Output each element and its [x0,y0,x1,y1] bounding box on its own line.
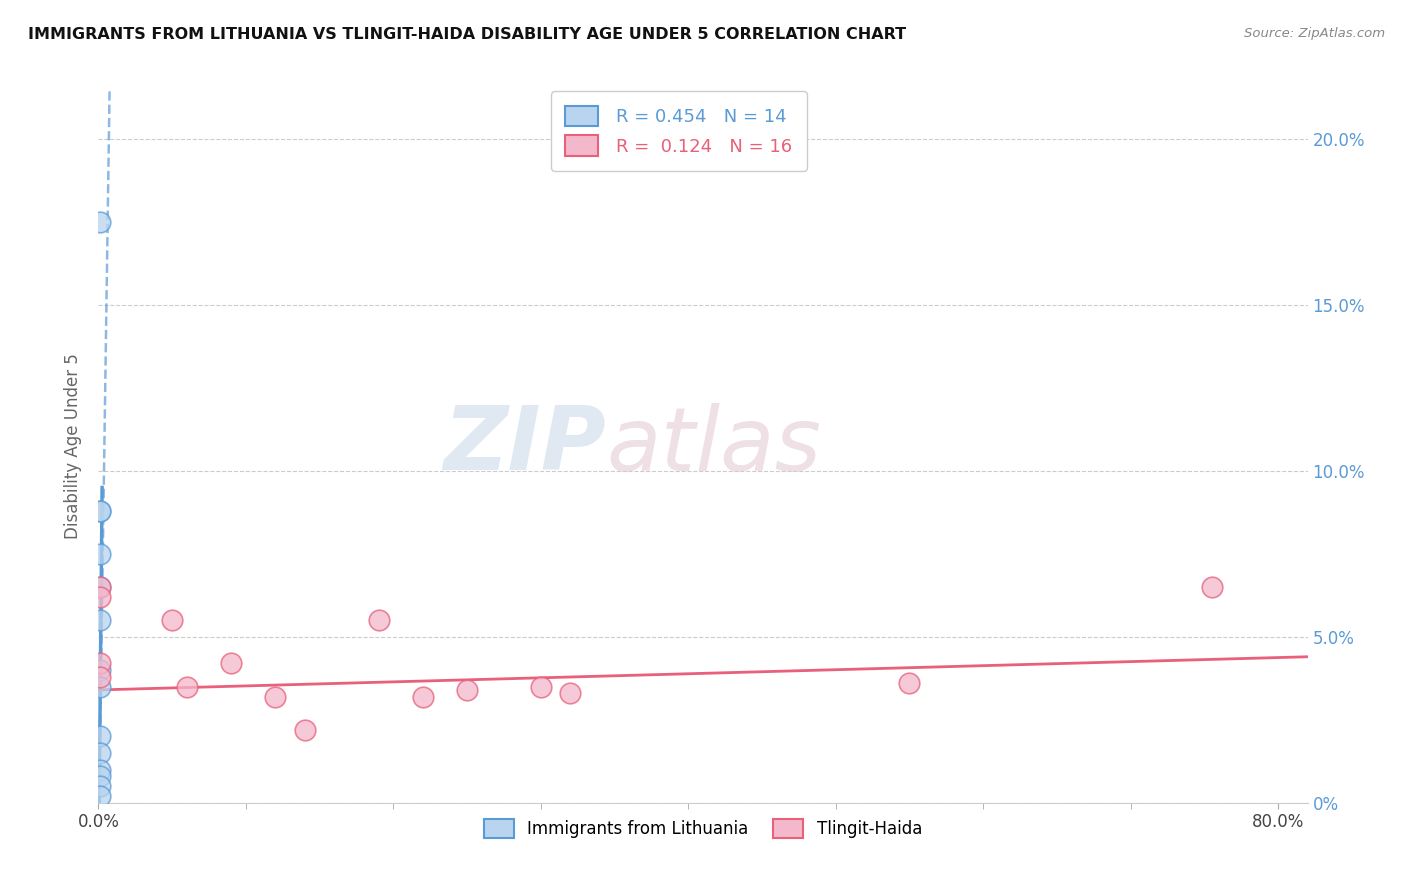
Point [160,613,183,627]
Point [89,215,111,229]
Point [456,682,478,697]
Point [898,676,921,690]
Point [294,723,316,737]
Point [176,680,198,694]
Point [89,663,111,677]
Point [89,590,111,604]
Point [89,580,111,594]
Point [89,504,111,518]
Point [89,763,111,777]
Legend: Immigrants from Lithuania, Tlingit-Haida: Immigrants from Lithuania, Tlingit-Haida [477,812,929,845]
Point [89,613,111,627]
Text: IMMIGRANTS FROM LITHUANIA VS TLINGIT-HAIDA DISABILITY AGE UNDER 5 CORRELATION CH: IMMIGRANTS FROM LITHUANIA VS TLINGIT-HAI… [28,27,907,42]
Point [89,769,111,783]
Point [530,680,553,694]
Point [89,746,111,760]
Point [264,690,287,704]
Text: atlas: atlas [606,403,821,489]
Point [89,730,111,744]
Point [219,657,242,671]
Y-axis label: Disability Age Under 5: Disability Age Under 5 [65,353,83,539]
Text: ZIP: ZIP [443,402,606,490]
Point [367,613,389,627]
Point [1201,580,1223,594]
Text: Source: ZipAtlas.com: Source: ZipAtlas.com [1244,27,1385,40]
Point [89,680,111,694]
Point [89,657,111,671]
Point [89,779,111,793]
Point [89,789,111,804]
Point [560,686,582,700]
Point [89,670,111,684]
Point [89,547,111,561]
Point [89,504,111,518]
Point [89,580,111,594]
Point [412,690,434,704]
